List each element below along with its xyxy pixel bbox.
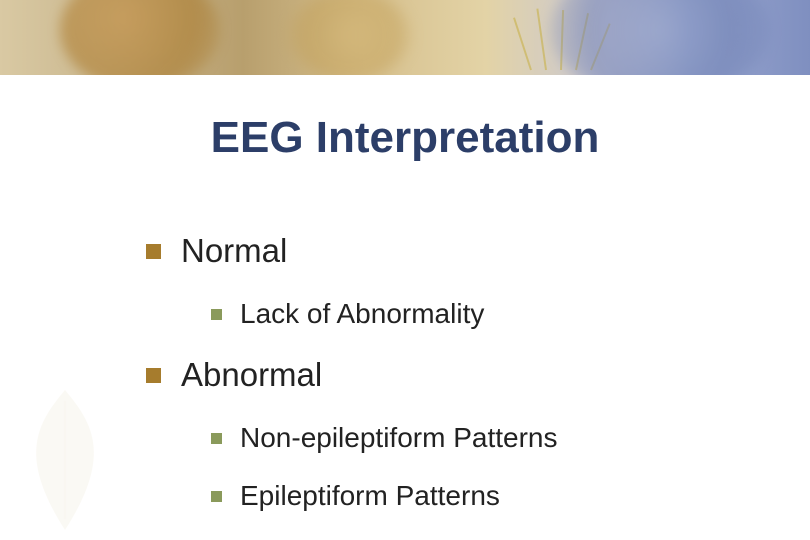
square-bullet-icon <box>211 309 222 320</box>
bullet-non-epileptiform: Non-epileptiform Patterns <box>211 422 557 454</box>
banner-leaf-blob <box>290 0 410 75</box>
bullet-label: Non-epileptiform Patterns <box>240 422 557 454</box>
slide-title: EEG Interpretation <box>0 113 810 163</box>
bullet-lack-of-abnormality: Lack of Abnormality <box>211 298 484 330</box>
bullet-normal: Normal <box>146 232 287 270</box>
bullet-epileptiform: Epileptiform Patterns <box>211 480 500 512</box>
bullet-label: Lack of Abnormality <box>240 298 484 330</box>
decorative-banner <box>0 0 810 75</box>
bullet-label: Abnormal <box>181 356 322 394</box>
bullet-label: Normal <box>181 232 287 270</box>
square-bullet-icon <box>146 244 161 259</box>
bullet-abnormal: Abnormal <box>146 356 322 394</box>
watermark-leaf-icon <box>10 390 120 530</box>
square-bullet-icon <box>146 368 161 383</box>
square-bullet-icon <box>211 491 222 502</box>
banner-wheat <box>520 5 610 70</box>
bullet-label: Epileptiform Patterns <box>240 480 500 512</box>
slide-content: EEG Interpretation Normal Lack of Abnorm… <box>0 75 810 540</box>
square-bullet-icon <box>211 433 222 444</box>
